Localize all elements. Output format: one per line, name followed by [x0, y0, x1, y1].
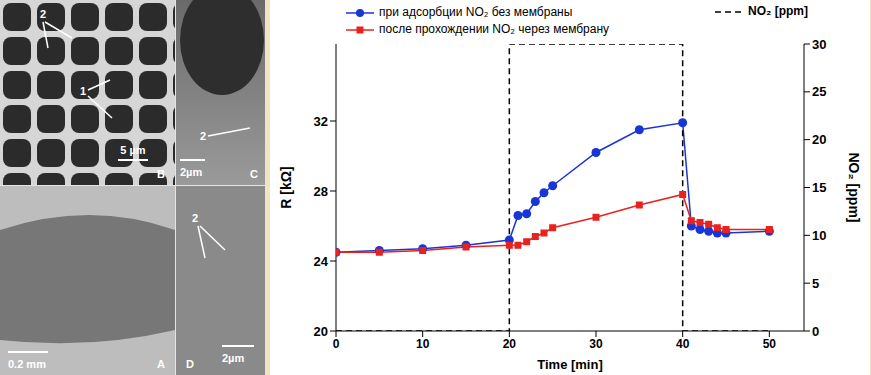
svg-text:50: 50 — [763, 337, 777, 351]
svg-text:5: 5 — [812, 276, 819, 291]
html-text:после прохождении NO₂ через ме: после прохождении NO₂ через мембрану — [379, 22, 610, 36]
svg-text:2: 2 — [200, 130, 206, 142]
html-text:при адсорбции NO₂ без мембраны: при адсорбции NO₂ без мембраны — [379, 5, 573, 19]
svg-text:R [kΩ]: R [kΩ] — [278, 166, 294, 208]
svg-text:15: 15 — [812, 180, 826, 195]
svg-text:2: 2 — [192, 212, 198, 224]
svg-text:0: 0 — [812, 324, 819, 339]
svg-text:D: D — [186, 358, 194, 370]
svg-text:2µm: 2µm — [180, 166, 202, 178]
svg-text:5 µm: 5 µm — [120, 144, 146, 156]
svg-text:40: 40 — [676, 337, 690, 351]
svg-text:2µm: 2µm — [222, 352, 244, 364]
svg-text:10: 10 — [812, 228, 826, 243]
svg-text:B: B — [157, 168, 165, 180]
svg-text:32: 32 — [314, 114, 328, 129]
svg-text:C: C — [250, 168, 258, 180]
svg-text:20: 20 — [812, 132, 826, 147]
svg-text:0: 0 — [333, 337, 340, 351]
svg-text:NO₂ [ppm]: NO₂ [ppm] — [846, 153, 862, 223]
html-text:NO₂ [ppm]: NO₂ [ppm] — [748, 4, 808, 18]
svg-text:10: 10 — [416, 337, 430, 351]
svg-text:Time [min]: Time [min] — [537, 357, 603, 372]
svg-text:28: 28 — [314, 184, 328, 199]
svg-text:30: 30 — [812, 37, 826, 52]
svg-text:0.2 mm: 0.2 mm — [8, 358, 46, 370]
svg-text:24: 24 — [314, 254, 329, 269]
svg-text:1: 1 — [80, 85, 86, 97]
svg-text:25: 25 — [812, 84, 826, 99]
svg-text:2: 2 — [40, 8, 46, 20]
svg-text:20: 20 — [503, 337, 517, 351]
svg-text:30: 30 — [589, 337, 603, 351]
svg-text:A: A — [157, 358, 165, 370]
svg-text:20: 20 — [314, 324, 328, 339]
